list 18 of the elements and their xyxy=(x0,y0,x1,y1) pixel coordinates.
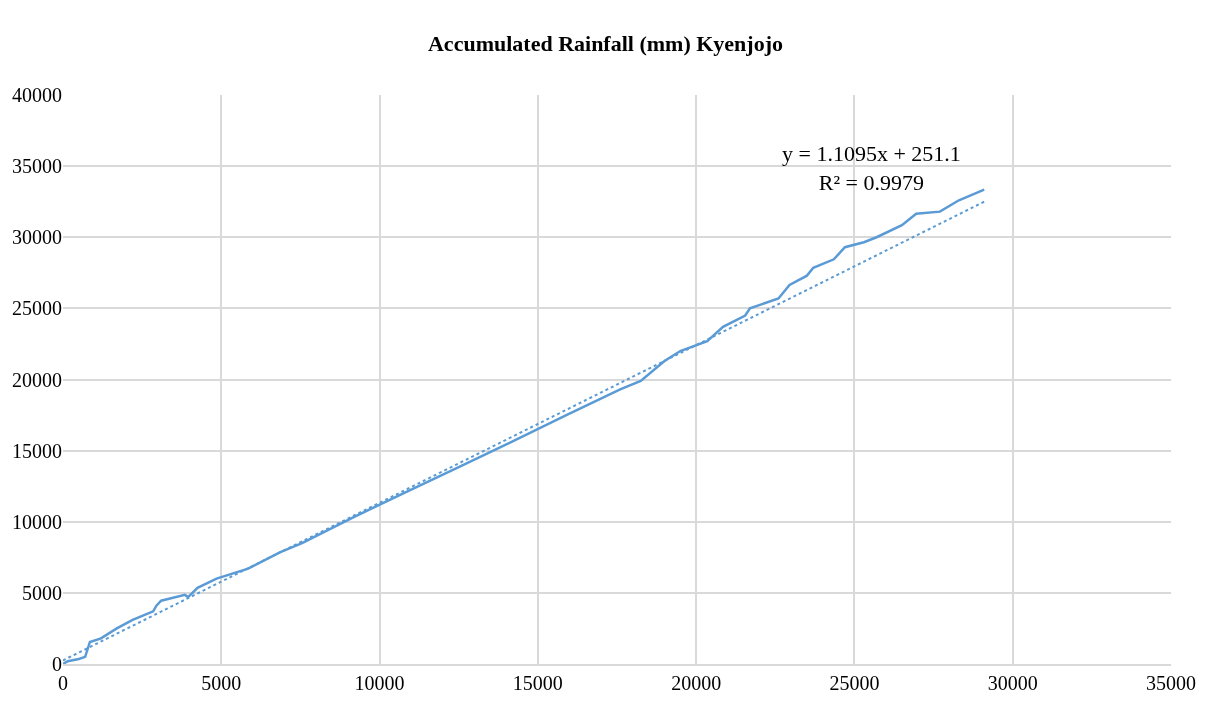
y-tick-label: 15000 xyxy=(12,439,62,462)
x-tick-label: 10000 xyxy=(354,672,405,694)
x-tick-label: 35000 xyxy=(1146,672,1196,694)
y-tick-label: 10000 xyxy=(12,510,62,533)
x-tick-label: 15000 xyxy=(512,672,563,694)
annotation: y = 1.1095x + 251.1 R² = 0.9979 xyxy=(782,141,961,195)
y-tick-label: 30000 xyxy=(12,226,62,249)
chart-title: Accumulated Rainfall (mm) Kyenjojo xyxy=(427,31,784,57)
y-tick-label: 20000 xyxy=(12,368,62,391)
x-tick-label: 20000 xyxy=(671,672,722,694)
x-tick-label: 25000 xyxy=(829,672,880,694)
y-tick-label: 5000 xyxy=(22,581,62,604)
y-tick-label: 35000 xyxy=(12,155,62,178)
y-tick-label: 40000 xyxy=(12,84,62,106)
y-tick-label: 25000 xyxy=(12,297,62,320)
x-tick-label: 30000 xyxy=(987,672,1038,694)
y-tick-label: 0 xyxy=(52,653,62,675)
x-tick-label: 5000 xyxy=(201,672,242,694)
